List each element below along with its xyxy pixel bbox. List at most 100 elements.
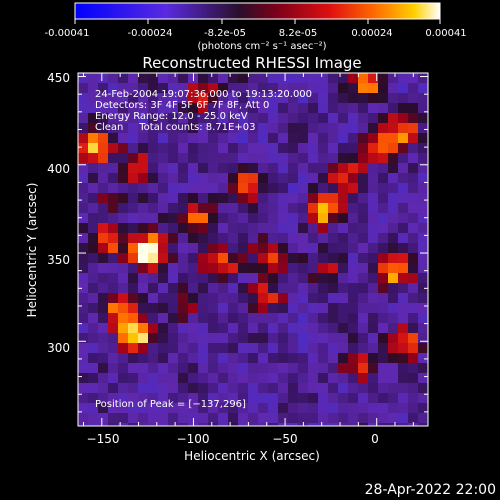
image-pixel: [338, 183, 348, 193]
image-pixel: [108, 383, 118, 393]
image-pixel: [338, 213, 348, 223]
image-pixel: [118, 263, 128, 273]
image-pixel: [148, 233, 158, 243]
image-pixel: [308, 423, 318, 426]
image-pixel: [258, 143, 268, 153]
image-pixel: [198, 323, 208, 333]
image-pixel: [238, 253, 248, 263]
image-pixel: [268, 393, 278, 403]
image-pixel: [348, 173, 358, 183]
image-pixel: [268, 333, 278, 343]
image-pixel: [408, 243, 418, 253]
image-pixel: [118, 373, 128, 383]
image-pixel: [388, 153, 398, 163]
image-pixel: [418, 253, 428, 263]
image-pixel: [408, 73, 418, 83]
image-pixel: [288, 73, 298, 83]
image-pixel: [78, 303, 88, 313]
image-pixel: [88, 103, 98, 113]
image-pixel: [288, 353, 298, 363]
image-pixel: [338, 143, 348, 153]
image-pixel: [358, 333, 368, 343]
image-pixel: [368, 333, 378, 343]
image-pixel: [98, 383, 108, 393]
image-pixel: [318, 353, 328, 363]
image-pixel: [168, 293, 178, 303]
image-pixel: [168, 223, 178, 233]
image-pixel: [348, 343, 358, 353]
image-pixel: [188, 193, 198, 203]
image-pixel: [218, 273, 228, 283]
image-pixel: [228, 243, 238, 253]
image-pixel: [388, 393, 398, 403]
image-pixel: [278, 83, 288, 93]
image-pixel: [288, 403, 298, 413]
image-pixel: [178, 303, 188, 313]
image-pixel: [118, 213, 128, 223]
image-pixel: [278, 103, 288, 113]
image-pixel: [338, 413, 348, 423]
image-pixel: [148, 223, 158, 233]
image-pixel: [208, 123, 218, 133]
image-pixel: [278, 223, 288, 233]
image-pixel: [148, 203, 158, 213]
image-pixel: [348, 203, 358, 213]
image-pixel: [188, 383, 198, 393]
image-pixel: [128, 283, 138, 293]
image-pixel: [228, 323, 238, 333]
image-pixel: [98, 233, 108, 243]
y-tick-label-4: 450: [47, 71, 70, 85]
image-pixel: [88, 183, 98, 193]
image-pixel: [248, 413, 258, 423]
image-pixel: [138, 253, 148, 263]
image-pixel: [398, 413, 408, 423]
image-pixel: [108, 353, 118, 363]
y-tick-label-1: 300: [47, 341, 70, 355]
image-pixel: [338, 173, 348, 183]
image-pixel: [188, 393, 198, 403]
image-pixel: [148, 183, 158, 193]
image-pixel: [218, 323, 228, 333]
image-pixel: [398, 403, 408, 413]
image-pixel: [188, 213, 198, 223]
image-pixel: [148, 283, 158, 293]
image-pixel: [218, 363, 228, 373]
image-pixel: [408, 333, 418, 343]
image-pixel: [378, 123, 388, 133]
image-pixel: [128, 203, 138, 213]
image-pixel: [288, 103, 298, 113]
image-pixel: [268, 263, 278, 273]
image-pixel: [128, 393, 138, 403]
image-pixel: [368, 223, 378, 233]
image-pixel: [268, 163, 278, 173]
image-pixel: [188, 373, 198, 383]
image-pixel: [318, 383, 328, 393]
image-pixel: [378, 263, 388, 273]
image-pixel: [368, 383, 378, 393]
image-pixel: [158, 133, 168, 143]
image-pixel: [318, 163, 328, 173]
image-pixel: [398, 143, 408, 153]
image-pixel: [128, 163, 138, 173]
image-pixel: [388, 183, 398, 193]
image-pixel: [88, 283, 98, 293]
image-pixel: [248, 233, 258, 243]
image-pixel: [288, 373, 298, 383]
image-pixel: [318, 373, 328, 383]
image-pixel: [258, 243, 268, 253]
image-pixel: [418, 263, 428, 273]
image-pixel: [378, 133, 388, 143]
image-pixel: [418, 143, 428, 153]
image-pixel: [278, 73, 288, 83]
image-pixel: [118, 103, 128, 113]
image-pixel: [258, 273, 268, 283]
image-pixel: [78, 193, 88, 203]
image-pixel: [158, 373, 168, 383]
image-pixel: [88, 363, 98, 373]
image-pixel: [248, 383, 258, 393]
image-pixel: [228, 153, 238, 163]
image-pixel: [328, 203, 338, 213]
image-pixel: [288, 323, 298, 333]
image-pixel: [348, 273, 358, 283]
image-pixel: [408, 173, 418, 183]
